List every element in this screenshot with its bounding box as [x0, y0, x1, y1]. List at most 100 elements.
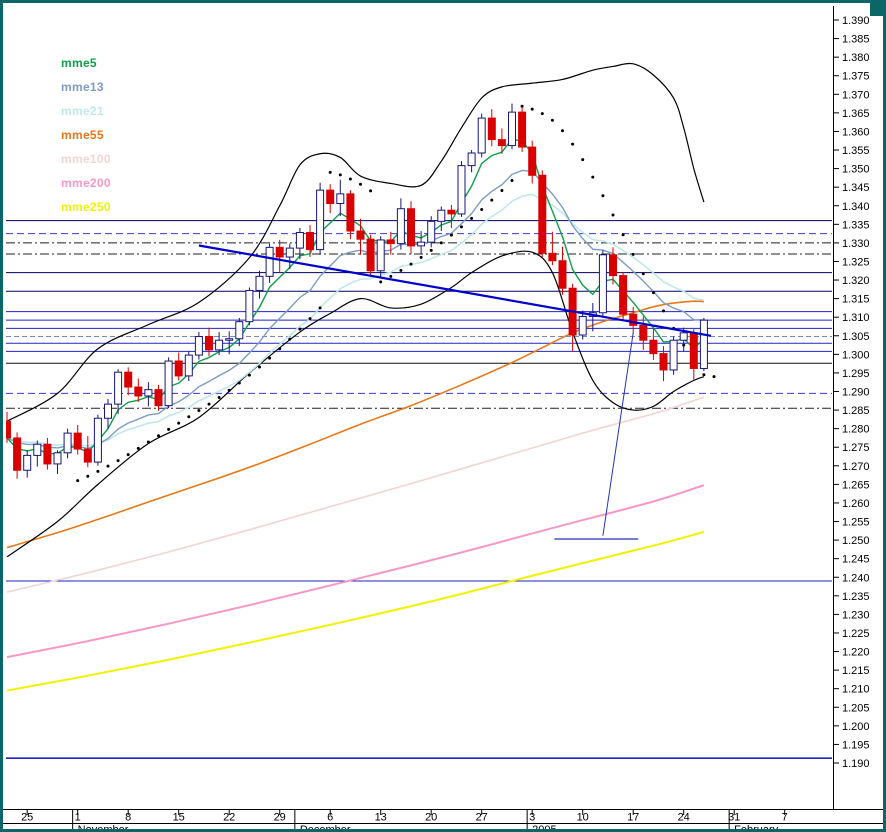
month-label: February	[734, 824, 779, 832]
candle-down	[346, 193, 355, 232]
date-tick-label: 8	[125, 812, 131, 824]
candle-up	[225, 338, 234, 341]
ma-legend: mme5 mme13 mme21 mme55 mme100 mme200 mme…	[61, 51, 111, 219]
candle-down	[326, 189, 335, 205]
price-tick-label: 1.290	[842, 387, 870, 399]
candle-down	[275, 246, 284, 258]
mme13-line	[6, 169, 704, 450]
candle-down	[518, 111, 527, 148]
legend-mme13: mme13	[61, 80, 104, 94]
candle-up	[578, 315, 587, 336]
candle-down	[609, 254, 617, 277]
date-tick-label: 17	[627, 812, 639, 824]
candle-up	[295, 231, 304, 249]
price-tick-label: 1.325	[842, 256, 870, 268]
candle-down	[43, 443, 52, 465]
price-tick-label: 1.275	[842, 442, 870, 454]
price-axis-labels: 1.390 1.385 1.380 1.375 1.370 1.365 1.360 1.355…	[833, 15, 870, 770]
candle-up	[184, 354, 193, 377]
date-tick-label: 27	[476, 812, 488, 824]
time-axis-drag-zone[interactable]	[3, 810, 831, 832]
candle-down	[659, 353, 668, 371]
candle-up	[194, 336, 203, 356]
date-tick-label: 22	[223, 812, 235, 824]
horizontal-levels-layer	[6, 220, 832, 759]
candle-down	[386, 239, 395, 245]
price-tick-label: 1.250	[842, 535, 870, 547]
date-tick-label: 15	[173, 812, 185, 824]
candle-up	[23, 454, 32, 471]
trendline[interactable]	[198, 244, 712, 337]
legend-mme200: mme200	[61, 176, 111, 190]
bollinger-bands-layer	[6, 62, 705, 558]
date-tick-label: 31	[728, 812, 740, 824]
price-tick-label: 1.245	[842, 554, 870, 566]
candle-up	[679, 332, 688, 341]
price-tick-label: 1.390	[842, 15, 870, 27]
date-tick-label: 10	[577, 812, 589, 824]
candle-up	[53, 452, 62, 465]
price-tick-label: 1.345	[842, 182, 870, 194]
price-tick-label: 1.335	[842, 219, 870, 231]
candle-down	[558, 260, 567, 289]
price-tick-label: 1.370	[842, 89, 870, 101]
mme200-line	[6, 484, 705, 659]
candle-down	[629, 313, 638, 326]
candle-up	[467, 152, 476, 167]
candle-down	[174, 360, 183, 377]
candle-down	[619, 275, 628, 315]
candle-down	[528, 146, 537, 176]
price-tick-label: 1.375	[842, 71, 870, 83]
price-tick-label: 1.340	[842, 201, 870, 213]
price-tick-label: 1.380	[842, 52, 870, 64]
mme250-line	[6, 530, 705, 692]
price-tick-label: 1.220	[842, 647, 870, 659]
candle-down	[639, 324, 648, 341]
trendline[interactable]	[602, 332, 634, 536]
candle-down	[407, 208, 415, 247]
candle-up	[598, 254, 607, 314]
candle-up	[215, 339, 224, 351]
fast-moving-averages-layer	[6, 138, 705, 455]
candle-up	[63, 432, 72, 454]
price-tick-label: 1.385	[842, 34, 870, 46]
price-tick-label: 1.205	[842, 702, 870, 714]
candle-up	[33, 443, 42, 456]
candle-down	[689, 332, 698, 369]
candle-down	[366, 238, 375, 272]
price-tick-label: 1.210	[842, 684, 870, 696]
price-tick-label: 1.215	[842, 665, 870, 677]
candle-up	[437, 209, 446, 222]
date-tick-label: 25	[21, 812, 33, 824]
mme100-line	[6, 396, 705, 593]
candle-down	[538, 174, 547, 254]
legend-mme5: mme5	[61, 56, 97, 70]
bollinger-lower-line	[6, 250, 705, 558]
price-axis-drag-zone[interactable]	[834, 6, 886, 809]
candle-down	[124, 371, 133, 388]
candle-up	[265, 246, 274, 277]
price-tick-label: 1.225	[842, 628, 870, 640]
month-label: November	[78, 824, 129, 832]
candle-up	[285, 247, 294, 258]
candle-up	[336, 193, 345, 205]
candle-down	[6, 420, 11, 439]
price-tick-label: 1.285	[842, 405, 870, 417]
date-tick-label: 24	[678, 812, 690, 824]
bollinger-upper-line	[6, 62, 705, 422]
candle-down	[134, 386, 143, 397]
price-tick-label: 1.355	[842, 145, 870, 157]
chart-canvas[interactable]: 1.390 1.385 1.380 1.375 1.370 1.365 1.360 1.355…	[3, 3, 886, 832]
price-tick-label: 1.190	[842, 758, 870, 770]
price-tick-label: 1.270	[842, 461, 870, 473]
price-tick-label: 1.300	[842, 349, 870, 361]
price-tick-label: 1.195	[842, 739, 870, 751]
slow-moving-averages-layer	[6, 300, 705, 692]
candle-down	[548, 252, 557, 262]
candle-down	[73, 432, 82, 450]
month-label: 2005	[532, 824, 556, 832]
legend-mme100: mme100	[61, 152, 111, 166]
candle-up	[104, 403, 112, 419]
mme55-line	[6, 300, 704, 549]
